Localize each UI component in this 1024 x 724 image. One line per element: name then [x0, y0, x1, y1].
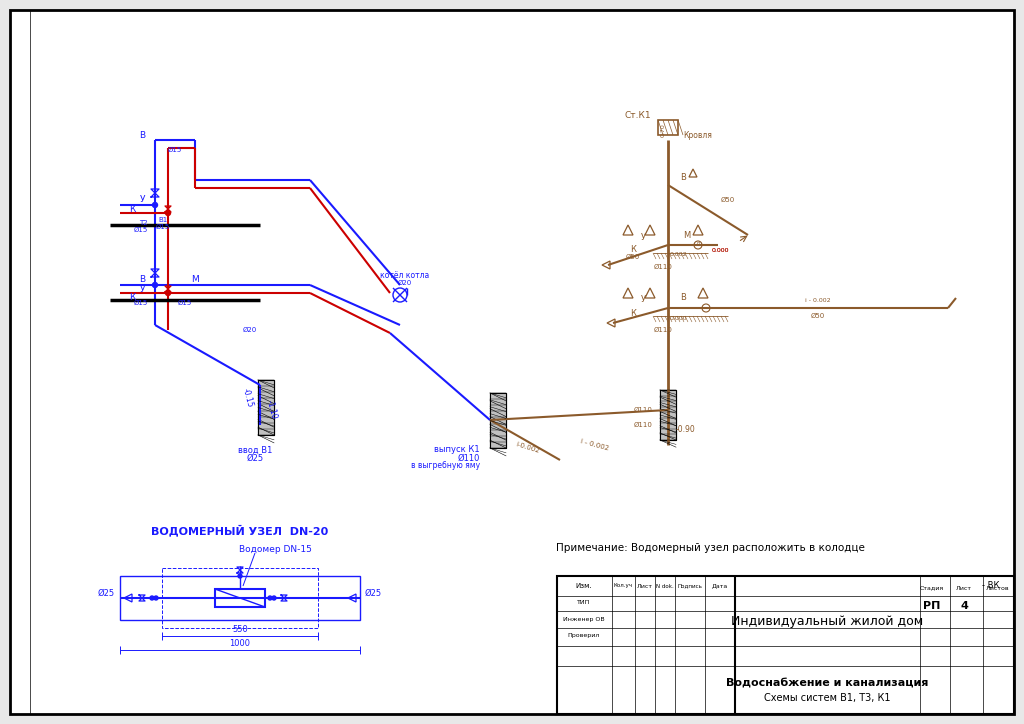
- Circle shape: [238, 574, 242, 578]
- Text: Изм.: Изм.: [575, 583, 592, 589]
- Text: 0.000: 0.000: [712, 248, 729, 253]
- Text: 1000: 1000: [229, 639, 251, 649]
- Text: Примечание: Водомерный узел расположить в колодце: Примечание: Водомерный узел расположить …: [556, 543, 864, 553]
- Text: Схемы систем В1, Т3, К1: Схемы систем В1, Т3, К1: [764, 693, 890, 703]
- Text: Ø50: Ø50: [811, 313, 825, 319]
- Bar: [120, 576, 360, 620]
- Text: Ø110: Ø110: [653, 264, 673, 270]
- Bar: [162, 568, 318, 628]
- Text: Ø25: Ø25: [98, 589, 115, 597]
- Text: Ø50: Ø50: [626, 254, 640, 260]
- Text: Листов: Листов: [986, 586, 1010, 591]
- Text: Подпись: Подпись: [678, 584, 702, 589]
- Text: Лист: Лист: [956, 586, 972, 591]
- Text: К: К: [630, 308, 636, 318]
- Circle shape: [153, 282, 158, 287]
- Bar: [660, 390, 676, 440]
- Circle shape: [150, 596, 154, 600]
- Text: Проверил: Проверил: [568, 634, 600, 639]
- Bar: [660, 390, 676, 440]
- Text: Водомер DN-15: Водомер DN-15: [239, 545, 311, 555]
- Text: Ø20: Ø20: [243, 327, 257, 333]
- Text: 4: 4: [961, 601, 968, 611]
- Text: Ø50: Ø50: [721, 197, 735, 203]
- Text: 0.000: 0.000: [670, 316, 687, 321]
- Text: в выгребную яму: в выгребную яму: [411, 461, 480, 471]
- Text: К: К: [129, 292, 135, 301]
- Text: - ВК: - ВК: [981, 581, 999, 591]
- Text: Ø110: Ø110: [458, 453, 480, 463]
- Text: У: У: [139, 195, 145, 204]
- Text: РП: РП: [924, 601, 941, 611]
- Text: R: R: [696, 243, 699, 248]
- Text: Кол.уч: Кол.уч: [613, 584, 633, 589]
- Bar: [557, 576, 1014, 714]
- Text: Ø110: Ø110: [634, 422, 653, 428]
- Text: Ст.К1: Ст.К1: [625, 111, 651, 119]
- Text: М: М: [683, 230, 690, 240]
- Text: i-0.002: i-0.002: [515, 442, 541, 455]
- Text: i - 0.002: i - 0.002: [581, 438, 610, 452]
- Text: -1.10: -1.10: [265, 400, 279, 421]
- Text: Ø110: Ø110: [653, 327, 673, 333]
- Text: Ø15: Ø15: [178, 300, 193, 306]
- Text: Лист: Лист: [637, 584, 653, 589]
- Text: Ø15: Ø15: [168, 147, 182, 153]
- Text: Ø110: Ø110: [634, 407, 653, 413]
- Text: У: У: [139, 285, 145, 295]
- Text: i - 0.002: i - 0.002: [805, 298, 830, 303]
- Bar: [215, 589, 265, 607]
- Text: У: У: [641, 232, 646, 242]
- Circle shape: [154, 596, 158, 600]
- Bar: [258, 380, 274, 435]
- Text: Ø25: Ø25: [247, 453, 263, 463]
- Text: Инженер ОВ: Инженер ОВ: [563, 617, 605, 621]
- Text: Стадия: Стадия: [920, 586, 944, 591]
- Text: 0.000: 0.000: [712, 248, 729, 253]
- Circle shape: [272, 596, 276, 600]
- Circle shape: [166, 290, 171, 295]
- Bar: [490, 393, 506, 448]
- Text: 0.70: 0.70: [660, 123, 666, 137]
- Text: 550: 550: [232, 626, 248, 634]
- Text: К: К: [630, 245, 636, 255]
- Text: Т2: Т2: [139, 220, 148, 226]
- Circle shape: [153, 203, 158, 208]
- Text: У: У: [641, 295, 646, 305]
- Text: -0.90: -0.90: [676, 426, 695, 434]
- Bar: [658, 120, 678, 135]
- Text: Водоснабжение и канализация: Водоснабжение и канализация: [726, 679, 928, 689]
- Text: N dok.: N dok.: [656, 584, 674, 589]
- Text: -0.15: -0.15: [241, 387, 255, 408]
- Text: Ø15: Ø15: [156, 224, 170, 230]
- Text: Индивидуальный жилой дом: Индивидуальный жилой дом: [731, 615, 923, 628]
- Circle shape: [268, 596, 272, 600]
- Text: ТИП: ТИП: [578, 599, 591, 605]
- Text: М: М: [191, 276, 199, 285]
- Text: Кровля: Кровля: [683, 130, 712, 140]
- Circle shape: [166, 211, 171, 216]
- Text: В1: В1: [159, 217, 168, 223]
- Text: К: К: [129, 206, 135, 214]
- Text: котёл котла: котёл котла: [380, 271, 430, 279]
- Text: Ø25: Ø25: [365, 589, 382, 597]
- Text: В: В: [139, 130, 145, 140]
- Bar: [490, 393, 506, 448]
- Text: Дата: Дата: [712, 584, 728, 589]
- Text: В: В: [680, 172, 686, 182]
- Text: В: В: [680, 293, 686, 303]
- Text: Ø15: Ø15: [134, 227, 148, 233]
- Text: ввод В1: ввод В1: [238, 445, 272, 455]
- Text: Ø20: Ø20: [398, 280, 412, 286]
- Text: 0.002: 0.002: [670, 253, 687, 258]
- Text: В: В: [139, 276, 145, 285]
- Text: ВОДОМЕРНЫЙ УЗЕЛ  DN-20: ВОДОМЕРНЫЙ УЗЕЛ DN-20: [152, 524, 329, 536]
- Text: Ø15: Ø15: [134, 300, 148, 306]
- Bar: [258, 380, 274, 435]
- Text: выпуск К1: выпуск К1: [434, 445, 480, 455]
